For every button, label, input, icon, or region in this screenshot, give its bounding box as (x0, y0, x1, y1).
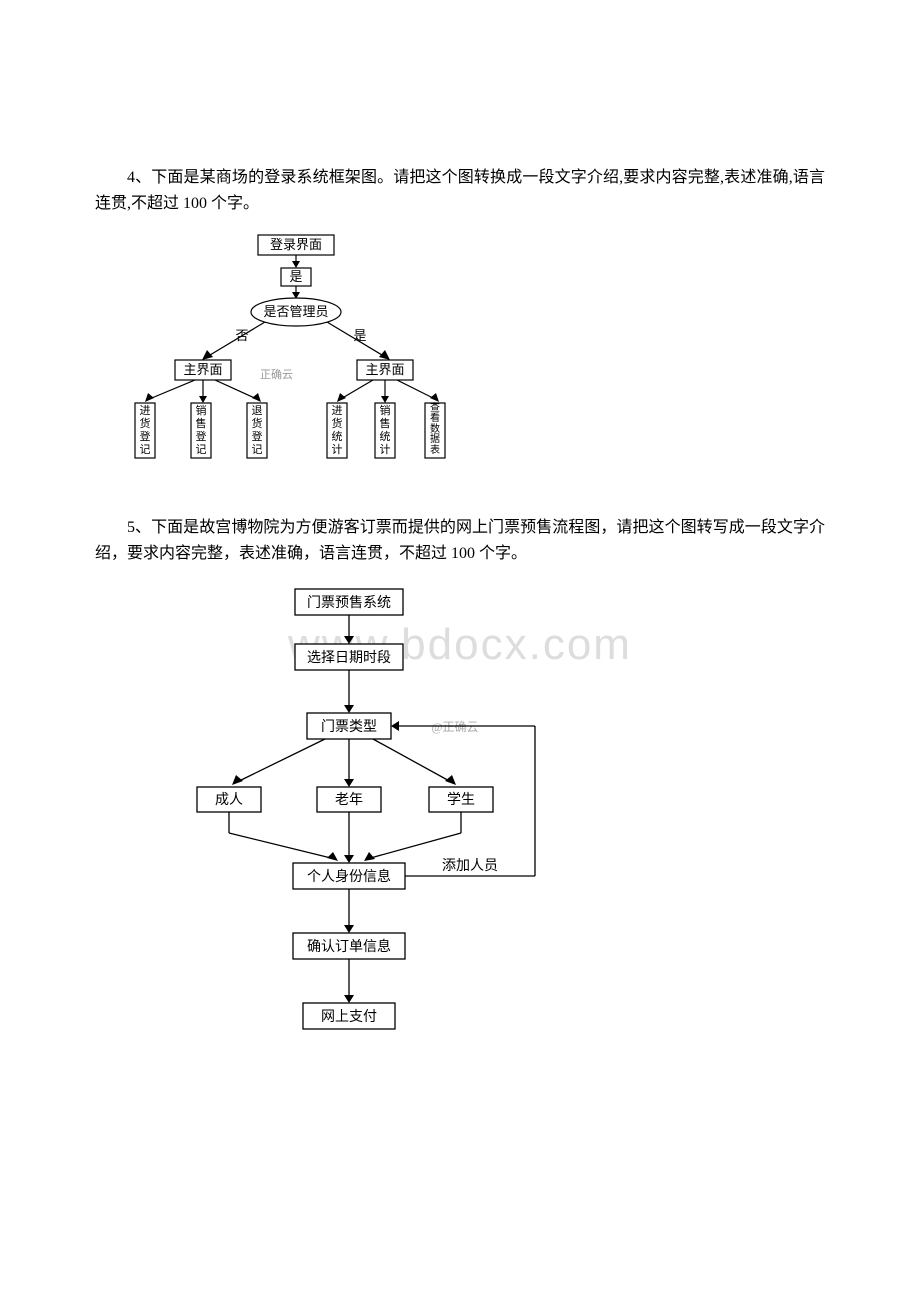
svg-text:老年: 老年 (335, 792, 363, 808)
svg-text:是: 是 (353, 328, 366, 343)
svg-text:网上支付: 网上支付 (321, 1009, 377, 1025)
svg-text:学生: 学生 (447, 792, 475, 808)
q5-diagram: 门票预售系统 选择日期时段 门票类型 @正确云 成人 老年 学 (155, 583, 825, 1063)
svg-text:是否管理员: 是否管理员 (263, 304, 328, 319)
q5-prompt: 5、下面是故宫博物院为方便游客订票而提供的网上门票预售流程图，请把这个图转写成一… (95, 515, 825, 568)
svg-text:添加人员: 添加人员 (442, 858, 498, 874)
leaf-group (135, 403, 445, 458)
q4-prompt: 4、下面是某商场的登录系统框架图。请把这个图转换成一段文字介绍,要求内容完整,表… (95, 165, 825, 218)
page-content: 4、下面是某商场的登录系统框架图。请把这个图转换成一段文字介绍,要求内容完整,表… (0, 0, 920, 1063)
svg-text:主界面: 主界面 (365, 362, 404, 377)
svg-text:主界面: 主界面 (183, 362, 222, 377)
svg-text:门票预售系统: 门票预售系统 (307, 595, 391, 611)
svg-text:否: 否 (235, 328, 248, 343)
q4-diagram: 登录界面 是 是否管理员 否 是 主界面 主界面 正确云 (95, 230, 825, 460)
svg-text:门票类型: 门票类型 (321, 719, 377, 735)
leaf5-label: 销售统计 (375, 403, 395, 458)
q5-flowchart-svg: 门票预售系统 选择日期时段 门票类型 @正确云 成人 老年 学 (155, 583, 595, 1063)
leaf6-label: 查看数据表 (425, 403, 445, 458)
svg-text:确认订单信息: 确认订单信息 (307, 938, 391, 955)
svg-text:是: 是 (289, 269, 302, 284)
leaf2-label: 销售登记 (191, 403, 211, 458)
svg-text:成人: 成人 (215, 792, 243, 808)
svg-text:正确云: 正确云 (260, 368, 293, 381)
svg-text:选择日期时段: 选择日期时段 (307, 650, 391, 666)
svg-text:个人身份信息: 个人身份信息 (307, 868, 391, 885)
svg-text:@正确云: @正确云 (431, 720, 478, 734)
svg-text:登录界面: 登录界面 (270, 237, 322, 252)
leaf3-label: 退货登记 (247, 403, 267, 458)
leaf1-label: 进货登记 (135, 403, 155, 458)
leaf4-label: 进货统计 (327, 403, 347, 458)
